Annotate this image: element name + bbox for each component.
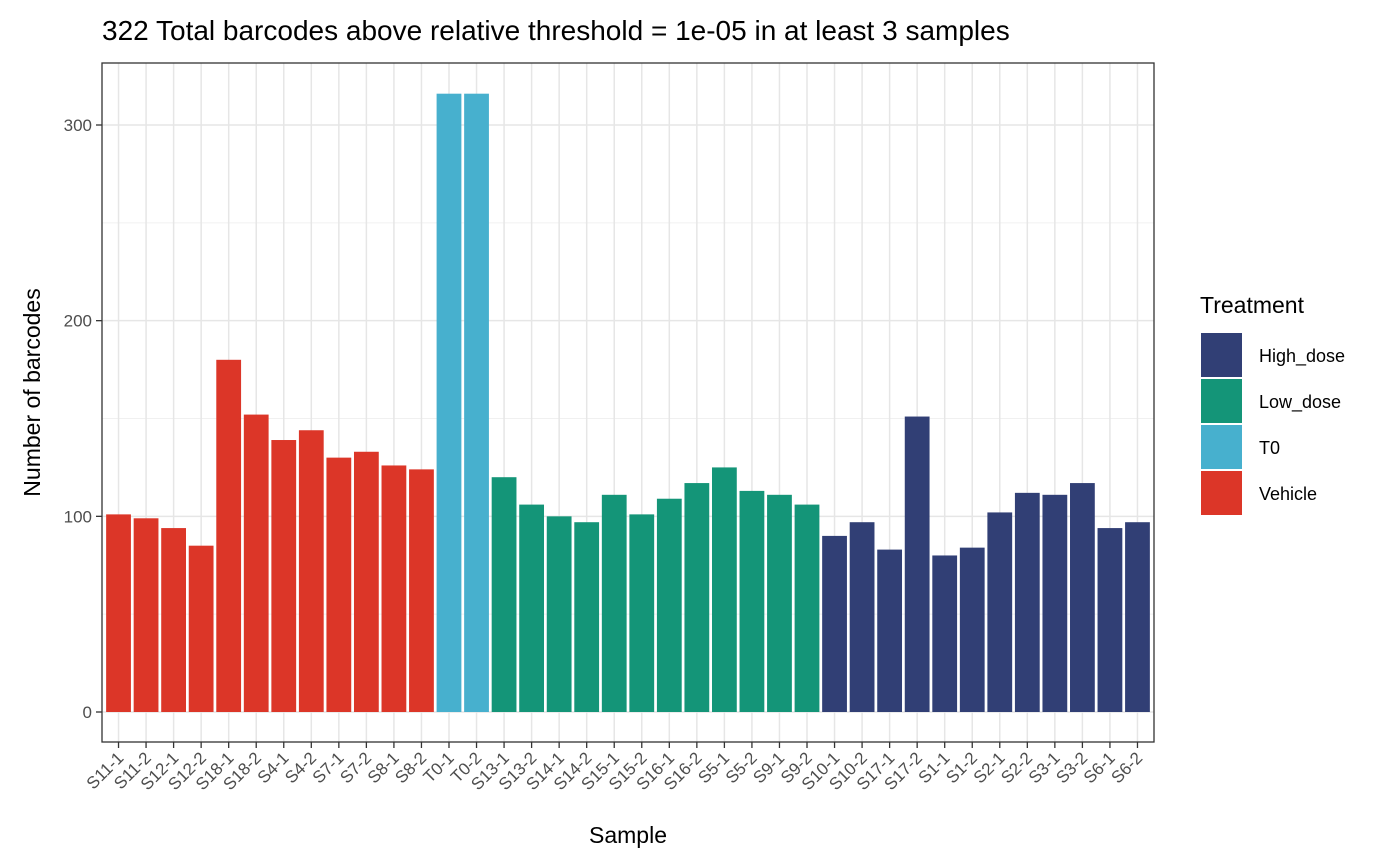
y-tick-label: 300 [64,116,92,135]
legend-label-Vehicle: Vehicle [1259,484,1317,504]
bar-S11-2 [133,518,159,712]
legend-key-Low_dose [1201,379,1242,423]
y-axis-title: Number of barcodes [19,288,45,496]
bar-S1-2 [959,547,985,712]
bar-S5-1 [711,467,737,712]
y-tick-label: 200 [64,312,92,331]
bar-S10-1 [822,535,847,712]
bar-S8-1 [381,465,407,712]
bar-S16-2 [684,483,710,712]
x-axis-title: Sample [589,822,667,848]
y-tick-label: 0 [83,703,92,722]
bar-S7-1 [326,457,352,712]
legend-label-High_dose: High_dose [1259,346,1345,367]
legend-label-Low_dose: Low_dose [1259,392,1341,413]
bar-S18-2 [243,414,269,712]
bar-T0-1 [436,93,462,712]
bar-S3-2 [1070,483,1095,712]
bar-S16-1 [656,498,682,712]
legend-key-Vehicle [1201,471,1242,515]
bar-S15-2 [629,514,655,712]
bar-S10-2 [849,522,875,712]
bar-S1-1 [932,555,958,712]
legend: Treatment High_dose Low_dose T0 Vehicle [1200,292,1345,515]
bar-S12-2 [188,545,214,712]
chart-title: 322 Total barcodes above relative thresh… [102,15,1010,46]
bar-S14-2 [574,522,600,712]
bar-T0-2 [464,93,489,712]
bar-S3-1 [1042,494,1068,712]
bar-S17-1 [877,549,903,712]
bar-S2-1 [987,512,1013,712]
bar-S18-1 [216,359,242,712]
bar-S9-1 [767,494,792,712]
plot-border [101,62,1155,743]
plot-area [101,62,1155,743]
bar-S6-1 [1097,528,1123,712]
bar-S9-2 [794,504,820,712]
bars [106,93,1150,712]
bar-S4-1 [271,440,297,712]
x-axis: S11-1S11-2S12-1S12-2S18-1S18-2S4-1S4-2S7… [83,742,1146,794]
bar-S5-2 [739,490,765,712]
bar-S12-1 [161,528,186,712]
x-tick-label: S6-2 [1107,748,1146,787]
bar-S8-2 [409,469,434,712]
bar-S6-2 [1125,522,1150,712]
bar-S17-2 [904,416,930,712]
legend-label-T0: T0 [1259,438,1280,458]
bar-S13-1 [491,477,517,712]
bar-S13-2 [519,504,545,712]
bar-S11-1 [106,514,131,712]
y-tick-label: 100 [64,507,92,526]
bar-S14-1 [546,516,572,712]
bar-S7-2 [353,451,379,712]
bar-S15-1 [601,494,627,712]
bar-S2-2 [1014,492,1040,712]
y-axis: 0 100 200 300 [64,116,102,722]
legend-key-High_dose [1201,333,1242,377]
bar-S4-2 [298,430,324,712]
legend-title: Treatment [1200,292,1305,318]
legend-key-T0 [1201,425,1242,469]
